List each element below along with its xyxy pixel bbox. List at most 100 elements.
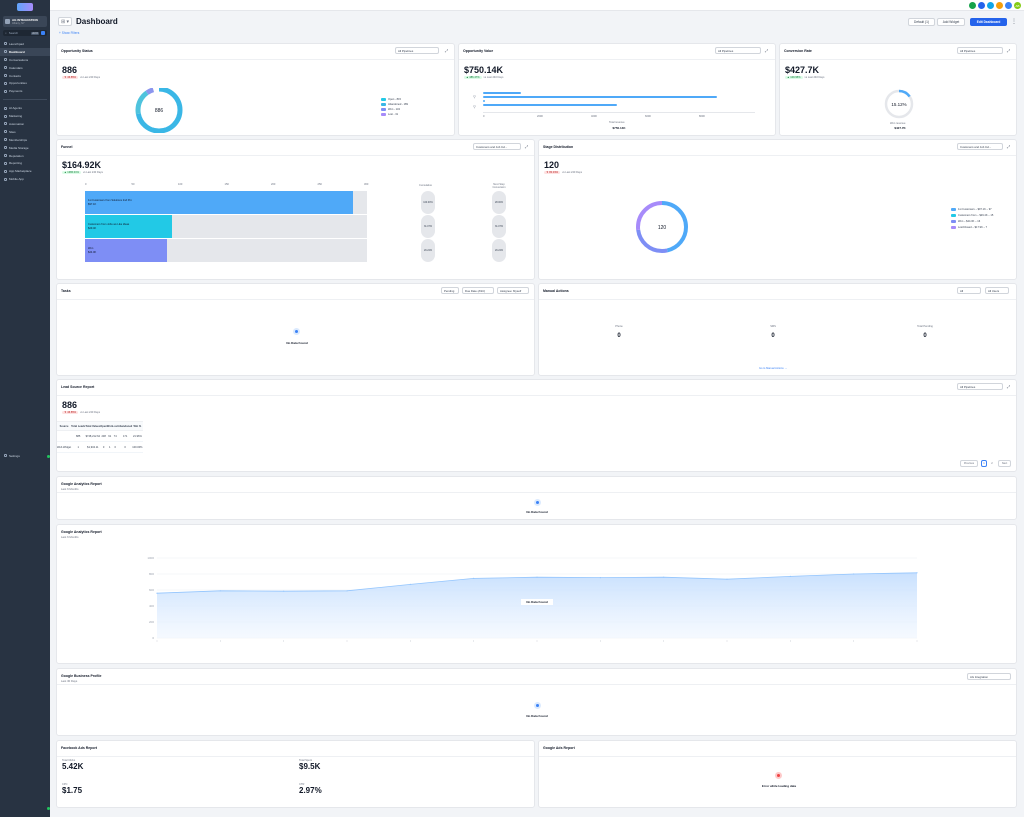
sidebar-item-dashboard[interactable]: Dashboard [0, 47, 50, 56]
data-point[interactable] [663, 576, 665, 578]
location-select[interactable]: AG Integration [967, 673, 1011, 680]
card-title: Google Analytics Report [61, 482, 102, 486]
sidebar-item-automation[interactable]: Automation [0, 120, 50, 128]
stage-donut: 120 [636, 201, 688, 253]
header-avatar[interactable] [969, 2, 976, 9]
value-bar-lost[interactable] [483, 100, 485, 102]
column-header[interactable]: Abandoned [117, 421, 133, 431]
sidebar-item-memberships[interactable]: Memberships [0, 136, 50, 144]
value-bar-open[interactable] [483, 92, 521, 94]
header-avatar[interactable] [1005, 2, 1012, 9]
spark-icon[interactable] [41, 31, 45, 35]
next-page-button[interactable]: Next [998, 460, 1011, 467]
donut-segment-abandoned[interactable] [135, 88, 183, 133]
add-widget-button[interactable]: Add Widget [937, 18, 965, 26]
divider [539, 155, 1016, 156]
data-point[interactable] [219, 590, 221, 592]
sidebar-search[interactable]: ⌕ Search ctrl K [3, 30, 47, 36]
funnel-row: Customers from Jobs we Like Ideas $29.4K [85, 215, 367, 238]
sidebar-item-settings[interactable]: Settings [0, 452, 50, 460]
value-bar-total[interactable] [483, 96, 717, 98]
header-avatar[interactable]: AB [1014, 2, 1021, 9]
donut-segment-3[interactable] [636, 201, 688, 253]
users-select[interactable]: All Users [985, 287, 1009, 294]
expand-icon[interactable]: ⤢ [765, 48, 769, 53]
expand-icon[interactable]: ⤢ [1007, 144, 1011, 149]
sidebar-item-marketing[interactable]: Marketing [0, 112, 50, 120]
pipeline-select[interactable]: All Pipelines [715, 47, 761, 54]
trend-pill: ▲ 486.47% [464, 76, 482, 79]
header-avatar[interactable] [978, 2, 985, 9]
pipeline-select[interactable]: Customers and Job Ind... [957, 143, 1003, 150]
more-options-icon[interactable]: ⋮ [1011, 19, 1017, 25]
funnel-bar[interactable]: Won $24.0K [85, 239, 167, 262]
sidebar-item-contacts[interactable]: Contacts [0, 72, 50, 80]
sidebar-item-payments[interactable]: Payments [0, 87, 50, 95]
data-point[interactable] [726, 578, 728, 580]
stat-value: 0 [923, 333, 927, 339]
column-header[interactable]: Open [100, 421, 107, 431]
donut-segment-open[interactable] [135, 88, 183, 133]
data-point[interactable] [283, 590, 285, 592]
sidebar-item-ai-agents[interactable]: AI Agents [0, 104, 50, 112]
dashboard-switcher[interactable]: ⊞ ▾ [58, 17, 72, 26]
default-dashboard-button[interactable]: Default (1) [908, 18, 935, 26]
data-point[interactable] [853, 573, 855, 575]
donut-segment-2[interactable] [636, 201, 688, 253]
expand-icon[interactable]: ⤢ [525, 144, 529, 149]
pipeline-select[interactable]: All Pipelines [957, 383, 1003, 390]
show-filters-link[interactable]: + Show Filters [59, 31, 80, 35]
funnel-bar[interactable]: Customers from Jobs we Like Ideas $29.4K [85, 215, 173, 238]
data-point[interactable] [156, 592, 158, 594]
data-point[interactable] [536, 576, 538, 578]
column-header[interactable]: Lost [112, 421, 118, 431]
column-header[interactable]: Source [57, 421, 72, 431]
expand-icon[interactable]: ⤢ [1007, 48, 1011, 53]
funnel-card: Funnel Customers and Job Ind... ⤢ $164.9… [56, 139, 535, 280]
page-1-button[interactable]: 1 [981, 460, 987, 467]
sidebar-item-opportunities[interactable]: Opportunities [0, 79, 50, 87]
table-body: 885 $748,212.64 238 91 74 171 21.96% Web Widget… [57, 430, 143, 453]
data-point[interactable] [346, 590, 348, 592]
sidebar-item-reputation[interactable]: Reputation [0, 152, 50, 160]
sidebar-item-calendars[interactable]: Calendars [0, 64, 50, 72]
data-point[interactable] [409, 583, 411, 585]
prev-page-button[interactable]: Previous [960, 460, 978, 467]
data-point[interactable] [916, 572, 918, 574]
edit-dashboard-button[interactable]: Edit Dashboard [970, 18, 1007, 26]
data-point[interactable] [599, 577, 601, 579]
header-avatar[interactable] [996, 2, 1003, 9]
column-header[interactable]: Won [106, 421, 113, 431]
column-header[interactable]: Total Leads [71, 421, 86, 431]
data-point[interactable] [789, 575, 791, 577]
header-avatar[interactable] [987, 2, 994, 9]
sidebar-item-launchpad[interactable]: Launchpad [0, 40, 50, 48]
sidebar-item-media-storage[interactable]: Media Storage [0, 144, 50, 152]
expand-icon[interactable]: ⤢ [1007, 384, 1011, 389]
sidebar-item-reporting[interactable]: Reporting [0, 159, 50, 167]
pipeline-select[interactable]: All Pipelines [957, 47, 1003, 54]
status-filter[interactable]: Pending [441, 287, 459, 294]
sidebar-item-app-marketplace[interactable]: App Marketplace [0, 167, 50, 175]
legend-item: Open - 815 [381, 98, 408, 101]
trend-compare: vs Last 240 Days [82, 171, 103, 174]
column-header[interactable]: Total Values [85, 421, 101, 431]
pipeline-select[interactable]: All Pipelines [395, 47, 439, 54]
funnel-bar[interactable]: 1st Customers from Solutions 2nd Pro $97.… [85, 191, 353, 214]
expand-icon[interactable]: ⤢ [445, 48, 449, 53]
data-point[interactable] [473, 577, 475, 579]
sidebar-item-mobile-app[interactable]: Mobile App [0, 175, 50, 183]
sidebar-item-sites[interactable]: Sites [0, 128, 50, 136]
column-header[interactable]: Win % [132, 421, 143, 431]
manual-actions-link[interactable]: Go to Manual Actions → [759, 367, 787, 370]
account-switcher[interactable]: AG INTEGRATION Albany, NY [3, 16, 47, 27]
assignee-filter[interactable]: Assignee: Myself [497, 287, 529, 294]
value-bar-won[interactable] [483, 104, 617, 106]
pipeline-select[interactable]: Customers and Job Ind... [473, 143, 521, 150]
page-2-button[interactable]: 2 [989, 460, 995, 467]
nav-icon [4, 130, 7, 134]
sort-filter[interactable]: Due Date (ASC) [462, 287, 494, 294]
type-select[interactable]: All [957, 287, 981, 294]
sidebar-item-conversations[interactable]: Conversations [0, 56, 50, 64]
total-clicks-stat: Total Clicks 5.42K [62, 759, 83, 771]
